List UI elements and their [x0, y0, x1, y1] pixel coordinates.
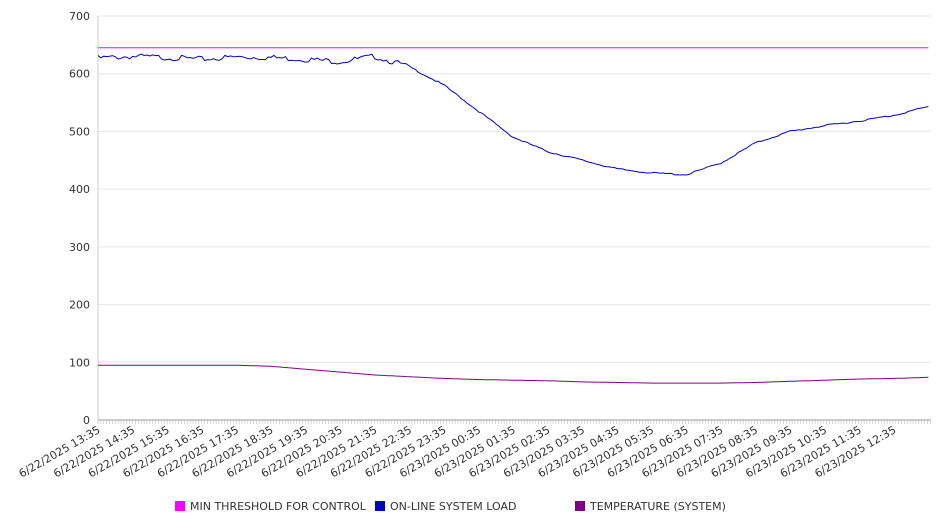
legend-label-temperature: TEMPERATURE (SYSTEM): [590, 499, 726, 513]
y-tick-label: 300: [69, 241, 90, 254]
legend-item-temperature: TEMPERATURE (SYSTEM): [575, 498, 726, 514]
legend-swatch-system-load: [375, 501, 385, 511]
y-tick-label: 100: [69, 356, 90, 369]
y-tick-label: 500: [69, 125, 90, 138]
legend-item-min-threshold: MIN THRESHOLD FOR CONTROL: [175, 498, 366, 514]
legend-swatch-min-threshold: [175, 501, 185, 511]
legend-label-min-threshold: MIN THRESHOLD FOR CONTROL: [190, 499, 366, 513]
y-tick-label: 600: [69, 68, 90, 81]
legend-swatch-temperature: [575, 501, 585, 511]
y-tick-label: 200: [69, 299, 90, 312]
series-line-2: [98, 364, 929, 384]
legend-item-system-load: ON-LINE SYSTEM LOAD: [375, 498, 516, 514]
series-line-1: [97, 53, 929, 176]
legend-label-system-load: ON-LINE SYSTEM LOAD: [390, 499, 517, 513]
y-tick-label: 400: [69, 183, 90, 196]
y-tick-label: 700: [69, 10, 90, 23]
y-tick-label: 0: [83, 414, 90, 427]
